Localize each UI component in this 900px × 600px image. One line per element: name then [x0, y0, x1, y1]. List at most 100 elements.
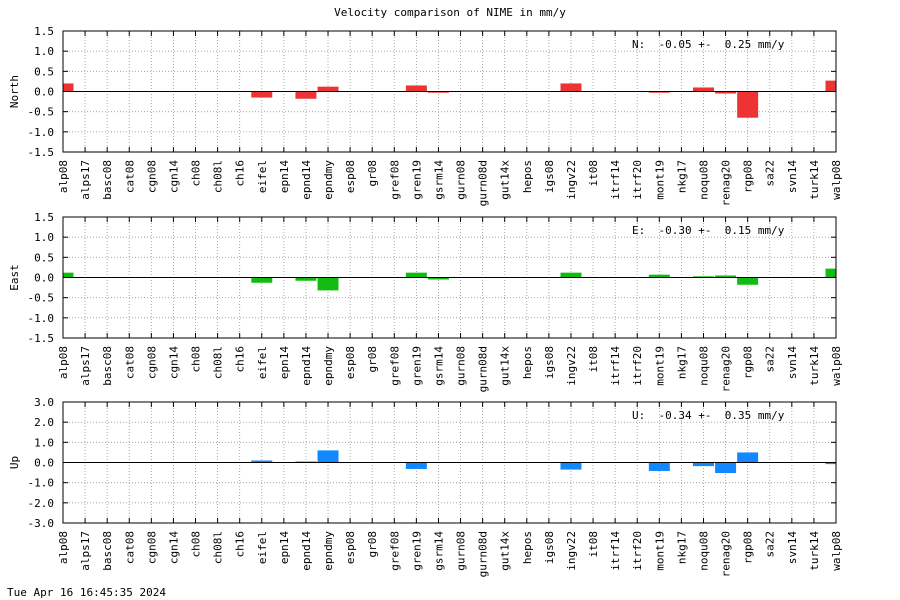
y-tick-label: 0.0 — [34, 272, 54, 285]
bar-epndmy — [317, 450, 339, 463]
bar-rgp08 — [737, 277, 759, 285]
y-tick-label: -2.0 — [28, 497, 55, 510]
bar-renag20 — [715, 91, 737, 94]
x-tick-label: gr08 — [366, 346, 379, 373]
x-tick-label: ingv22 — [565, 531, 578, 571]
x-tick-label: it08 — [587, 346, 600, 373]
x-tick-label: ingv22 — [565, 346, 578, 386]
bar-walp08 — [825, 80, 836, 92]
stats-annotation: N: -0.05 +- 0.25 mm/y — [632, 38, 785, 51]
bar-ingv22 — [560, 462, 582, 470]
x-tick-label: gref08 — [388, 531, 401, 571]
y-tick-label: -1.5 — [28, 146, 55, 159]
x-tick-label: ch08 — [190, 160, 203, 187]
x-tick-label: ch08l — [212, 531, 225, 564]
x-tick-label: gurn08 — [455, 160, 468, 200]
x-tick-label: gsrm14 — [432, 346, 445, 386]
y-tick-label: 1.5 — [34, 211, 54, 224]
x-tick-label: epn14 — [278, 531, 291, 564]
x-tick-label: gsrm14 — [432, 531, 445, 571]
bar-epndmy — [317, 277, 339, 291]
x-tick-label: noqu08 — [697, 160, 710, 200]
x-tick-label: walp08 — [830, 531, 843, 571]
x-tick-label: cgn14 — [167, 531, 180, 564]
x-tick-label: gren19 — [410, 531, 423, 571]
x-tick-label: gr08 — [366, 160, 379, 187]
x-tick-label: gurn08d — [477, 346, 490, 392]
x-tick-label: sa22 — [764, 346, 777, 373]
x-tick-label: cat08 — [123, 531, 136, 564]
x-tick-label: epndmy — [322, 160, 335, 200]
y-tick-label: 0.0 — [34, 86, 54, 99]
y-axis-label: East — [8, 264, 21, 291]
x-tick-label: gut14x — [499, 160, 512, 200]
x-tick-label: noqu08 — [697, 346, 710, 386]
x-tick-label: ingv22 — [565, 160, 578, 200]
y-tick-label: 0.5 — [34, 251, 54, 264]
y-axis-label: North — [8, 75, 21, 108]
bar-noqu08 — [692, 87, 714, 92]
x-tick-label: ch16 — [234, 531, 247, 558]
x-tick-label: nkg17 — [675, 531, 688, 564]
x-tick-label: cgn14 — [167, 346, 180, 379]
bar-epndmy — [317, 86, 339, 92]
x-tick-label: cgn14 — [167, 160, 180, 193]
bar-alp08 — [63, 272, 74, 278]
chart-title: Velocity comparison of NIME in mm/y — [334, 6, 566, 19]
x-tick-label: esp08 — [344, 346, 357, 379]
x-tick-label: nkg17 — [675, 346, 688, 379]
x-tick-label: mont19 — [653, 346, 666, 386]
x-tick-label: turk14 — [808, 160, 821, 200]
x-tick-label: itrf14 — [609, 346, 622, 386]
x-tick-label: gsrm14 — [432, 160, 445, 200]
x-tick-label: ch16 — [234, 346, 247, 373]
x-tick-label: rgp08 — [742, 531, 755, 564]
x-tick-label: esp08 — [344, 160, 357, 193]
y-tick-label: 2.0 — [34, 416, 54, 429]
x-tick-label: itrf20 — [631, 160, 644, 200]
x-tick-label: svn14 — [786, 160, 799, 193]
x-tick-label: eifel — [256, 531, 269, 564]
x-tick-label: gref08 — [388, 346, 401, 386]
x-tick-label: igs08 — [543, 346, 556, 379]
x-tick-label: turk14 — [808, 531, 821, 571]
stats-annotation: U: -0.34 +- 0.35 mm/y — [632, 409, 785, 422]
x-tick-label: renag20 — [720, 346, 733, 392]
bar-walp08 — [825, 462, 836, 465]
y-tick-label: -1.5 — [28, 332, 55, 345]
x-tick-label: noqu08 — [697, 531, 710, 571]
x-tick-label: alp08 — [57, 160, 70, 193]
x-tick-label: hepos — [521, 346, 534, 379]
x-tick-label: epn14 — [278, 346, 291, 379]
bar-noqu08 — [692, 276, 714, 278]
x-tick-label: igs08 — [543, 160, 556, 193]
x-tick-label: alps17 — [79, 160, 92, 200]
x-tick-label: sa22 — [764, 531, 777, 558]
x-tick-label: gr08 — [366, 531, 379, 558]
x-tick-label: cat08 — [123, 346, 136, 379]
x-tick-label: eifel — [256, 346, 269, 379]
y-tick-label: 0.0 — [34, 457, 54, 470]
bar-ingv22 — [560, 83, 582, 92]
x-tick-label: epndmy — [322, 346, 335, 386]
y-tick-label: 1.5 — [34, 25, 54, 38]
bar-epnd14 — [295, 91, 317, 99]
x-tick-label: esp08 — [344, 531, 357, 564]
x-tick-label: gurn08d — [477, 531, 490, 577]
x-tick-label: nkg17 — [675, 160, 688, 193]
x-tick-label: gurn08 — [455, 346, 468, 386]
bar-gren19 — [405, 462, 427, 469]
bar-gren19 — [405, 272, 427, 278]
bar-gsrm14 — [427, 277, 449, 280]
x-tick-label: gref08 — [388, 160, 401, 200]
x-tick-label: cgn08 — [145, 531, 158, 564]
x-tick-label: epnd14 — [300, 531, 313, 571]
bar-mont19 — [648, 462, 670, 471]
bar-eifel — [251, 91, 273, 98]
y-tick-label: 1.0 — [34, 436, 54, 449]
bar-epnd14 — [295, 277, 317, 281]
x-tick-label: alps17 — [79, 346, 92, 386]
bar-renag20 — [715, 462, 737, 473]
y-tick-label: -3.0 — [28, 517, 55, 530]
